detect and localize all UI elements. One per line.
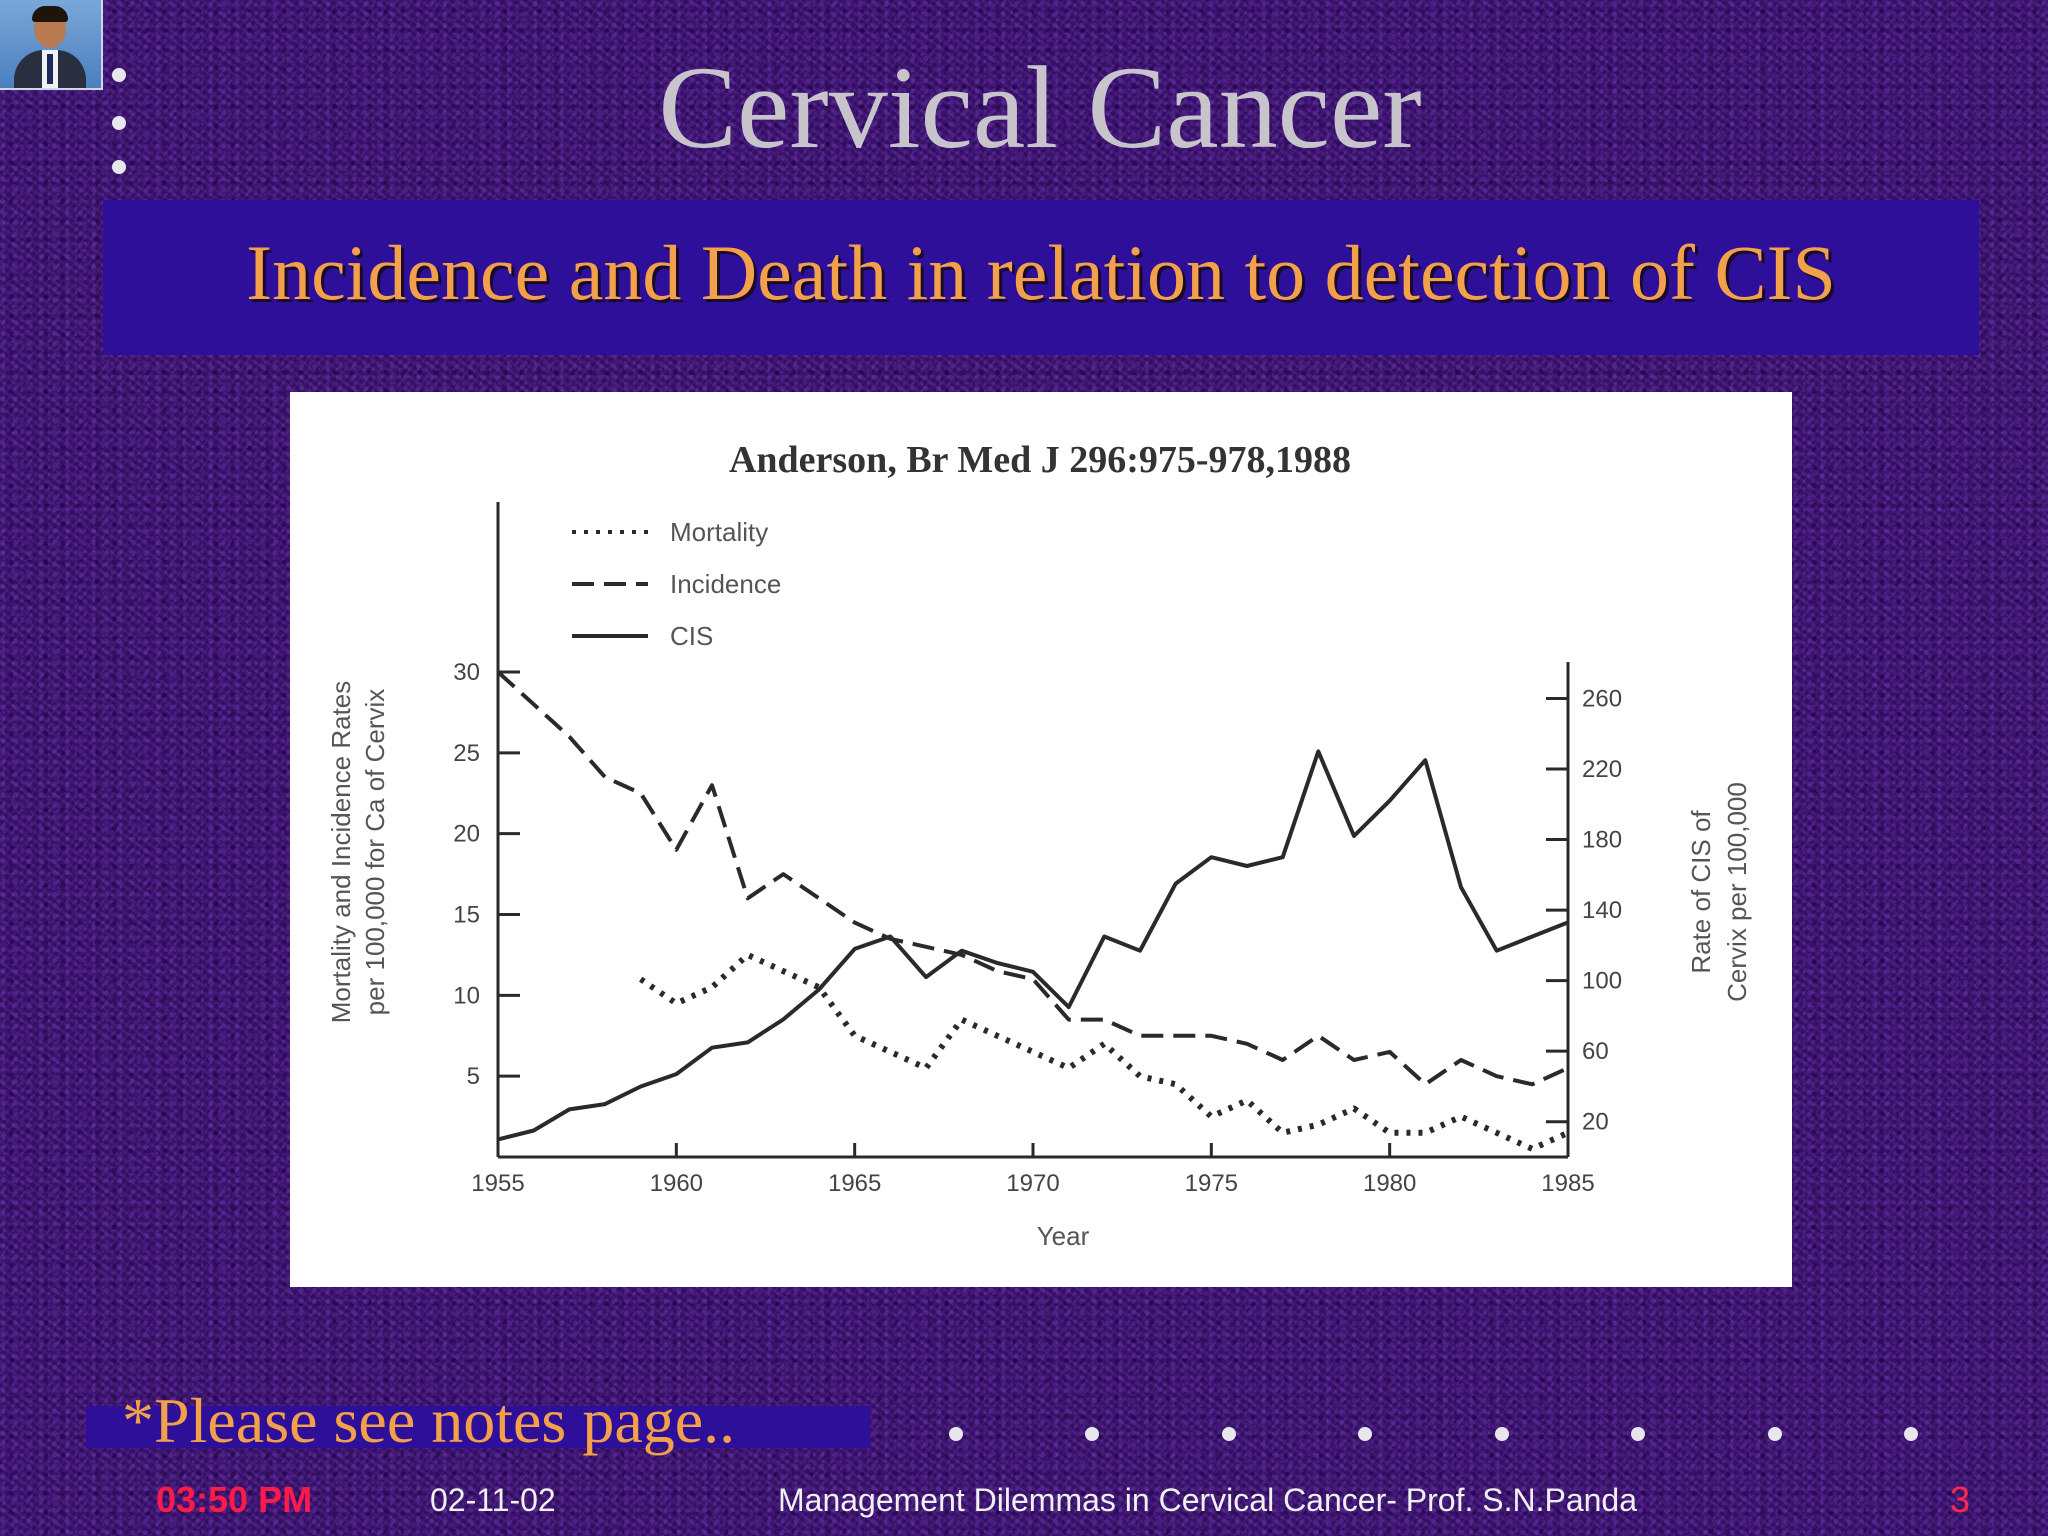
y-left-axis-label: per 100,000 for Ca of Cervix	[360, 689, 390, 1016]
series-line-incidence	[496, 670, 1569, 1087]
decor-dot	[1631, 1427, 1645, 1441]
decor-dot	[949, 1427, 963, 1441]
y-right-tick-label: 60	[1582, 1038, 1609, 1065]
y-right-axis-label: Cervix per 100,000	[1722, 782, 1752, 1002]
chart-panel: Anderson, Br Med J 296:975-978,1988 Mort…	[290, 392, 1792, 1287]
decor-dot	[112, 160, 126, 174]
y-right-tick-label: 180	[1582, 827, 1622, 854]
slide-title: Cervical Cancer	[658, 42, 1422, 173]
decor-dot	[112, 116, 126, 130]
x-tick-label: 1985	[1541, 1170, 1594, 1197]
presenter-photo	[0, 0, 103, 90]
notes-link[interactable]: *Please see notes page..	[122, 1385, 736, 1456]
y-left-tick-label: 15	[453, 902, 480, 929]
footer-title: Management Dilemmas in Cervical Cancer- …	[778, 1482, 1637, 1518]
footer-date: 02-11-02	[430, 1482, 556, 1518]
x-tick-label: 1980	[1363, 1170, 1416, 1197]
series-line-cis	[497, 749, 1569, 1142]
x-axis-label: Year	[1037, 1221, 1090, 1251]
y-right-tick-label: 100	[1582, 968, 1622, 995]
chart-series	[496, 670, 1570, 1152]
y-left-tick-label: 30	[453, 659, 480, 686]
chart-axes	[496, 502, 1570, 1159]
chart-title: Anderson, Br Med J 296:975-978,1988	[729, 439, 1351, 481]
y-right-tick-label: 220	[1582, 756, 1622, 783]
chart-legend: Mortality Incidence CIS	[572, 517, 781, 651]
legend-label-mortality: Mortality	[670, 517, 768, 547]
line-chart: Anderson, Br Med J 296:975-978,1988 Mort…	[326, 439, 1752, 1251]
note-banner	[86, 1406, 870, 1448]
slide-subtitle: Incidence and Death in relation to detec…	[246, 229, 1836, 316]
y-left-axis-label: Mortality and Incidence Rates	[326, 681, 356, 1024]
y-left-tick-label: 5	[467, 1063, 480, 1090]
y-right-tick-label: 140	[1582, 897, 1622, 924]
x-tick-label: 1955	[471, 1170, 524, 1197]
chart-labels: 1955 1960 1965 1970 1975 1980 1985 5 10 15 20 25 30 2…	[326, 659, 1752, 1251]
y-left-tick-label: 25	[453, 740, 480, 767]
decor-dot	[1358, 1427, 1372, 1441]
page-number: 3	[1950, 1479, 1971, 1520]
x-tick-label: 1960	[650, 1170, 703, 1197]
decor-dot	[1768, 1427, 1782, 1441]
y-left-tick-label: 10	[453, 982, 480, 1009]
y-right-tick-label: 20	[1582, 1109, 1609, 1136]
y-left-tick-label: 20	[453, 821, 480, 848]
decor-dot	[1495, 1427, 1509, 1441]
y-right-axis-label: Rate of CIS of	[1686, 810, 1716, 974]
decor-dot	[1085, 1427, 1099, 1441]
y-right-tick-label: 260	[1582, 685, 1622, 712]
decor-dot	[1222, 1427, 1236, 1441]
decor-dot	[112, 68, 126, 82]
x-tick-label: 1975	[1185, 1170, 1238, 1197]
decor-dot	[1904, 1427, 1918, 1441]
x-tick-label: 1970	[1006, 1170, 1059, 1197]
footer-time: 03:50 PM	[156, 1479, 313, 1520]
series-line-mortality	[639, 951, 1570, 1152]
subtitle-banner	[103, 200, 1979, 355]
legend-label-incidence: Incidence	[670, 569, 781, 599]
x-tick-label: 1965	[828, 1170, 881, 1197]
legend-label-cis: CIS	[670, 621, 713, 651]
